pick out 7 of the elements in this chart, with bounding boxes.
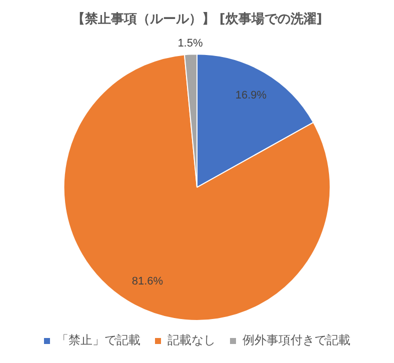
legend-label: 例外事項付きで記載 xyxy=(242,333,350,348)
legend-label: 「禁止」で記載 xyxy=(56,333,140,348)
data-label: 81.6% xyxy=(132,276,164,288)
data-label: 1.5% xyxy=(178,38,203,50)
legend-label: 記載なし xyxy=(168,333,216,348)
data-label: 16.9% xyxy=(235,89,267,102)
chart-title: 【禁止事項（ルール）】 [炊事場での洗濯] xyxy=(72,11,322,28)
